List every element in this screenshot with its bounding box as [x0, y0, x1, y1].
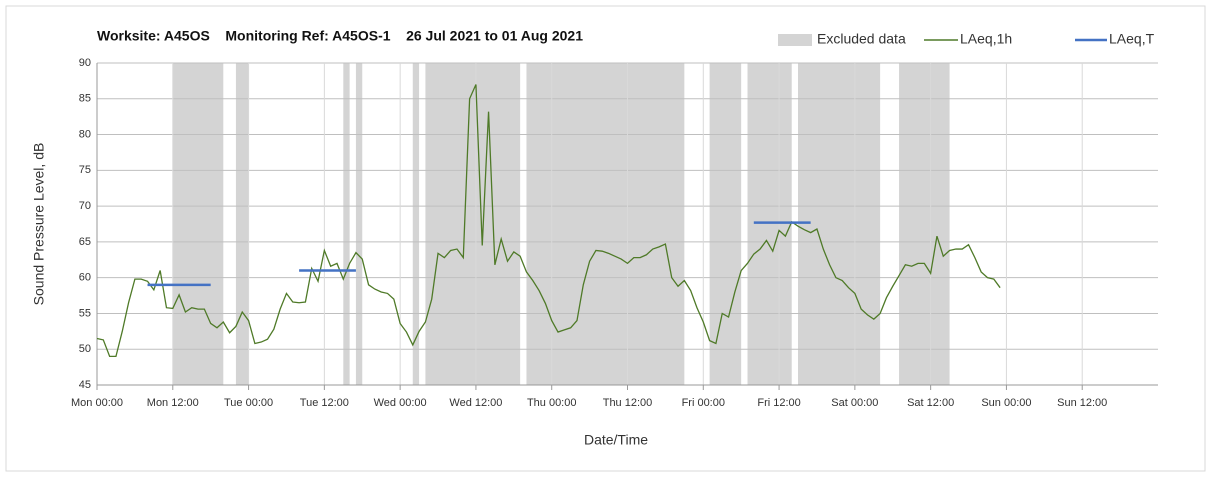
y-tick-label: 70 — [79, 200, 91, 212]
x-tick-label: Tue 12:00 — [300, 397, 349, 409]
excluded-band — [172, 63, 224, 385]
x-tick-label: Sat 12:00 — [907, 397, 954, 409]
excluded-band — [355, 63, 363, 385]
excluded-band — [235, 63, 249, 385]
x-tick-label: Sat 00:00 — [831, 397, 878, 409]
x-tick-label: Thu 00:00 — [527, 397, 577, 409]
y-tick-label: 60 — [79, 272, 91, 284]
x-tick-label: Mon 12:00 — [147, 397, 199, 409]
excluded-band — [526, 63, 685, 385]
excluded-band — [425, 63, 521, 385]
excluded-band — [412, 63, 420, 385]
x-tick-label: Mon 00:00 — [71, 397, 123, 409]
y-tick-label: 45 — [79, 379, 91, 391]
legend-swatch — [778, 34, 812, 46]
y-tick-label: 65 — [79, 236, 91, 248]
chart-title: Worksite: A45OS Monitoring Ref: A45OS-1 … — [97, 28, 583, 44]
y-tick-label: 85 — [79, 93, 91, 105]
x-tick-label: Fri 00:00 — [682, 397, 725, 409]
y-axis-label: Sound Pressure Level, dB — [31, 143, 47, 306]
excluded-band — [747, 63, 792, 385]
x-axis-label: Date/Time — [584, 432, 648, 448]
excluded-band — [709, 63, 742, 385]
x-tick-label: Thu 12:00 — [603, 397, 653, 409]
excluded-band — [899, 63, 950, 385]
y-tick-label: 80 — [79, 128, 91, 140]
x-tick-label: Wed 00:00 — [374, 397, 427, 409]
y-tick-label: 55 — [79, 307, 91, 319]
excluded-band — [343, 63, 350, 385]
x-tick-label: Fri 12:00 — [757, 397, 800, 409]
laeq-1h-line — [96, 84, 1001, 358]
x-tick-label: Tue 00:00 — [224, 397, 273, 409]
y-tick-label: 90 — [79, 57, 91, 69]
excluded-band — [798, 63, 881, 385]
legend-label: LAeq,1h — [960, 31, 1012, 47]
x-tick-label: Wed 12:00 — [449, 397, 502, 409]
legend-label: Excluded data — [817, 31, 906, 47]
x-tick-label: Sun 00:00 — [981, 397, 1031, 409]
y-tick-label: 50 — [79, 343, 91, 355]
legend-label: LAeq,T — [1109, 31, 1155, 47]
y-tick-label: 75 — [79, 164, 91, 176]
x-tick-label: Sun 12:00 — [1057, 397, 1107, 409]
